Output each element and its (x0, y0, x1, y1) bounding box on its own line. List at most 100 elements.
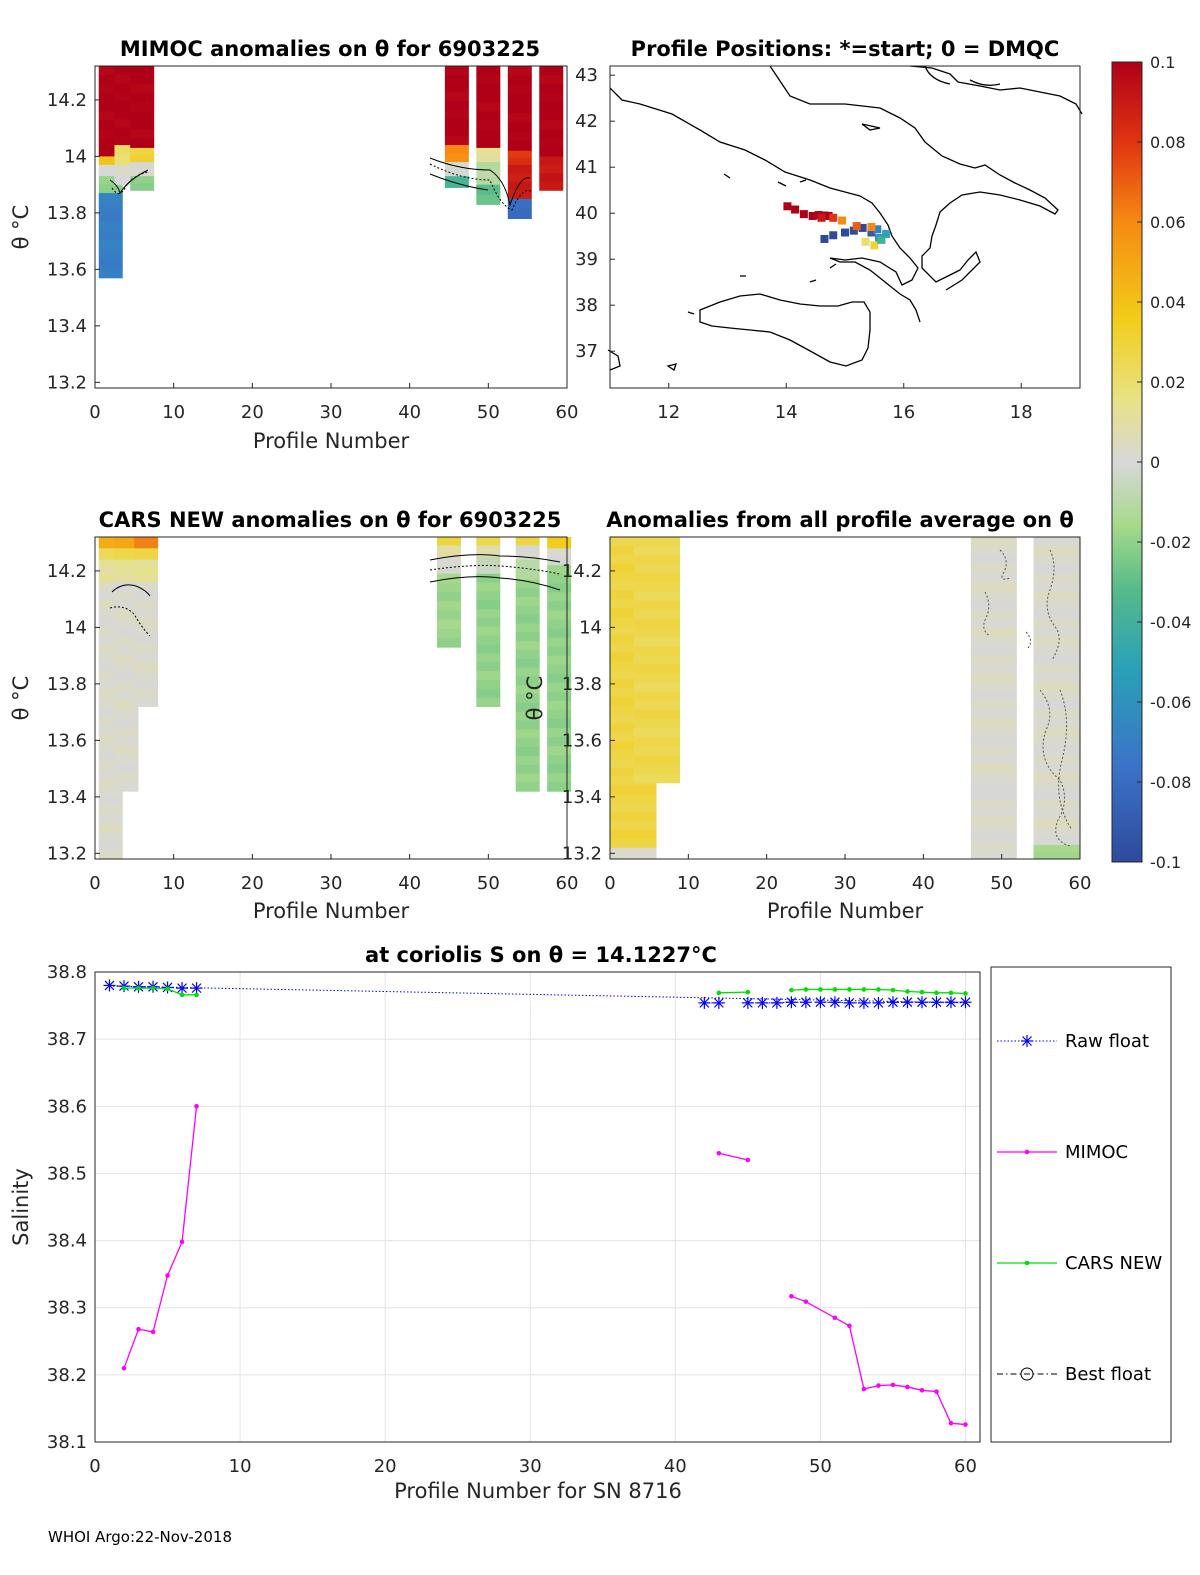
cars-cell (547, 537, 572, 549)
profile-position-marker (817, 213, 826, 222)
cars-cell (98, 680, 123, 690)
mimoc-cell (130, 176, 155, 184)
cars-cell (134, 608, 159, 619)
mimoc-cell (444, 127, 469, 137)
mimoc-cell (114, 154, 139, 166)
cars-cell (437, 628, 461, 639)
salinity-y-label: Salinity (9, 1168, 33, 1246)
average-cell (1033, 727, 1080, 737)
average-cell (1033, 826, 1080, 837)
raw-float-marker (944, 996, 957, 1009)
salinity-xtick-label: 60 (954, 1456, 977, 1477)
cars-cell (515, 720, 540, 730)
colorbar-tick-label: 0.08 (1150, 133, 1186, 152)
profile-position-marker (791, 205, 800, 214)
cars-cell (547, 700, 572, 711)
average-cell (634, 773, 680, 784)
mimoc-cell (130, 84, 155, 94)
cars-cell (114, 773, 139, 783)
mimoc-cell (98, 202, 123, 213)
positions-xtick-label: 18 (1010, 402, 1033, 423)
cars-cell (114, 609, 139, 620)
mimoc-line (718, 1152, 749, 1161)
mimoc-xtick-label: 60 (556, 402, 579, 423)
mimoc-cell (476, 66, 501, 76)
positions-ytick-label: 40 (575, 203, 598, 224)
average-cell (1033, 681, 1080, 692)
cars-cell (476, 644, 501, 654)
average-cell (970, 555, 1017, 565)
average-cell (610, 705, 657, 716)
cars-cell (114, 700, 139, 710)
mimoc-cell (98, 111, 123, 121)
cars-cell (476, 653, 501, 663)
mimoc-cell (476, 93, 501, 103)
cars-cell (515, 623, 540, 633)
average-cell (610, 652, 657, 662)
cars-cell (98, 559, 123, 568)
cars-cell (134, 559, 159, 568)
average-cell (970, 600, 1017, 611)
cars-cell (547, 637, 572, 648)
average-cell (970, 718, 1017, 729)
cars-cell (98, 698, 123, 708)
colorbar-tick-label: -0.02 (1150, 533, 1191, 552)
mimoc-cell (476, 162, 501, 171)
positions-xtick-label: 16 (892, 402, 915, 423)
average-cell (610, 625, 657, 636)
cars-cell (515, 667, 540, 677)
mimoc-cell (476, 84, 501, 94)
average-cell (1033, 745, 1080, 755)
average-cell (610, 554, 657, 565)
mimoc-cell (98, 129, 123, 139)
average-cell (610, 758, 657, 769)
cars-new-line (124, 987, 197, 996)
mimoc-cell (507, 198, 532, 210)
average-cell (970, 727, 1017, 738)
cars-cell (98, 635, 123, 646)
mimoc-ytick-label: 13.8 (47, 203, 87, 224)
mimoc-marker (963, 1422, 968, 1427)
average-cell (1033, 718, 1080, 728)
average-y-label: θ °C (523, 676, 547, 721)
mimoc-marker (121, 1365, 127, 1371)
average-cell (1033, 699, 1080, 710)
average-cell (634, 673, 680, 684)
cars-cell (547, 773, 572, 783)
cars-cell (98, 567, 123, 576)
average-cell (1033, 591, 1080, 601)
average-cell (634, 700, 680, 711)
cars-cell (114, 567, 139, 576)
mimoc-marker (832, 1315, 838, 1321)
legend-label: Best float (1065, 1364, 1151, 1385)
colorbar-tick-label: 0 (1150, 453, 1160, 472)
salinity-ytick-label: 38.3 (47, 1298, 87, 1319)
mimoc-cell (98, 84, 123, 94)
mimoc-marker (861, 1386, 867, 1392)
mimoc-marker (948, 1420, 954, 1426)
profile-position-marker (877, 235, 886, 244)
average-xtick-label: 60 (1069, 873, 1092, 894)
average-xtick-label: 10 (677, 873, 700, 894)
legend-item: Best float (997, 1364, 1151, 1385)
cars-cell (114, 782, 139, 792)
average-cell (634, 719, 680, 729)
cars-new-marker (890, 987, 896, 993)
cars-cell (114, 673, 139, 683)
mimoc-cell (476, 177, 501, 186)
cars-xtick-label: 30 (320, 873, 343, 894)
cars-cell (476, 537, 501, 546)
cars-cell (476, 556, 501, 566)
mimoc-cell (476, 184, 501, 196)
cars-cell (437, 619, 461, 630)
average-cell (970, 709, 1017, 720)
cars-cell (98, 548, 123, 561)
mimoc-cell (114, 164, 139, 176)
positions-panel-title: Profile Positions: *=start; 0 = DMQC (631, 37, 1060, 61)
cars-cell (547, 764, 572, 774)
salinity-ytick-label: 38.4 (47, 1231, 87, 1252)
raw-float-marker (698, 996, 711, 1009)
cars-xtick-label: 20 (241, 873, 264, 894)
cars-cell (476, 662, 501, 672)
profile-position-marker (799, 210, 808, 219)
